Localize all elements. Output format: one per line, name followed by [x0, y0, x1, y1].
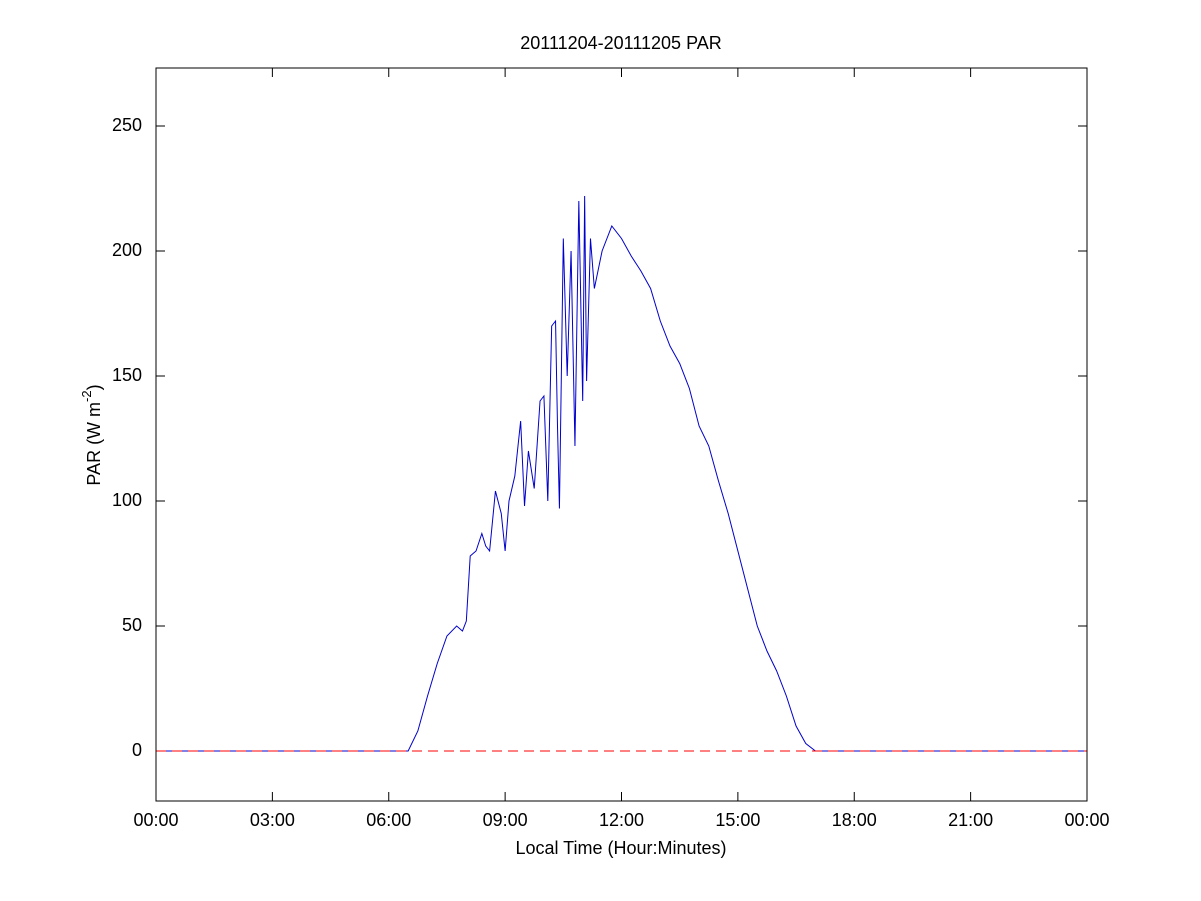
x-tick-label: 21:00	[948, 810, 993, 830]
x-tick-label: 06:00	[366, 810, 411, 830]
x-axis-label: Local Time (Hour:Minutes)	[515, 838, 726, 858]
x-tick-label: 18:00	[832, 810, 877, 830]
y-axis-label-sup: -2	[79, 390, 94, 402]
y-axis-label-part: PAR (W m	[84, 402, 104, 486]
data-line	[156, 195, 1087, 752]
x-tick-label: 12:00	[599, 810, 644, 830]
x-tick-label: 00:00	[1064, 810, 1109, 830]
y-tick-label: 150	[112, 365, 142, 385]
y-tick-label: 100	[112, 490, 142, 510]
y-tick-label: 0	[132, 740, 142, 760]
y-axis-label: PAR (W m-2)	[79, 384, 103, 485]
x-tick-label: 00:00	[133, 810, 178, 830]
y-tick-label: 250	[112, 115, 142, 135]
y-axis-label-part: )	[84, 384, 104, 390]
y-tick-label: 50	[122, 615, 142, 635]
chart-title: 20111204-20111205 PAR	[520, 33, 722, 53]
x-tick-label: 15:00	[715, 810, 760, 830]
x-tick-label: 09:00	[483, 810, 528, 830]
plot-frame	[155, 67, 1088, 802]
y-tick-label: 200	[112, 240, 142, 260]
x-tick-label: 03:00	[250, 810, 295, 830]
